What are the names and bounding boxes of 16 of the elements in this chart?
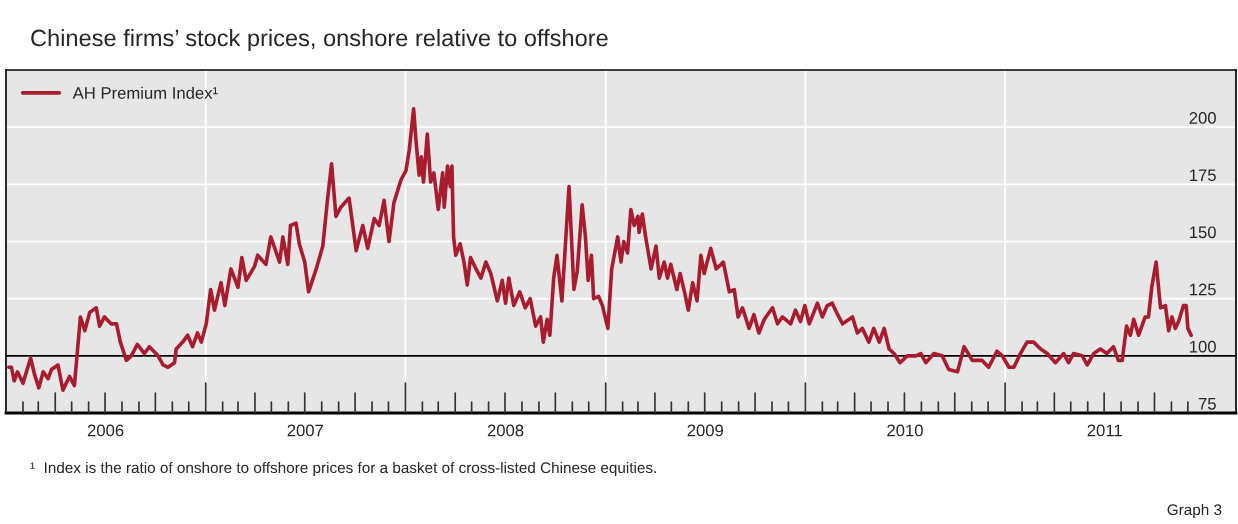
y-tick-label: 75 (1198, 398, 1216, 410)
y-tick-label: 125 (1190, 283, 1216, 296)
y-tick-label: 200 (1189, 112, 1216, 124)
x-tick-label: 2011 (1087, 424, 1122, 437)
chart-title: Chinese firms’ stock prices, onshore relative to offshore (31, 29, 608, 51)
legend-label: AH Premium Index¹ (72, 86, 218, 99)
y-tick-label: 150 (1190, 226, 1216, 239)
text: ¹ Index is the ratio of onshore to offshore prices for a basket of cross-listed Chinese equities. (30, 461, 656, 477)
x-tick-label: 2006 (87, 424, 124, 437)
x-tick-label: 2010 (887, 424, 923, 437)
y-tick-label: 100 (1190, 340, 1216, 353)
x-tick-label: 2007 (287, 424, 323, 437)
caption: Graph 3 (1167, 503, 1222, 519)
y-tick-label: 175 (1190, 169, 1216, 182)
x-tick-label: 2009 (687, 424, 724, 437)
x-tick-label: 2008 (487, 424, 524, 437)
